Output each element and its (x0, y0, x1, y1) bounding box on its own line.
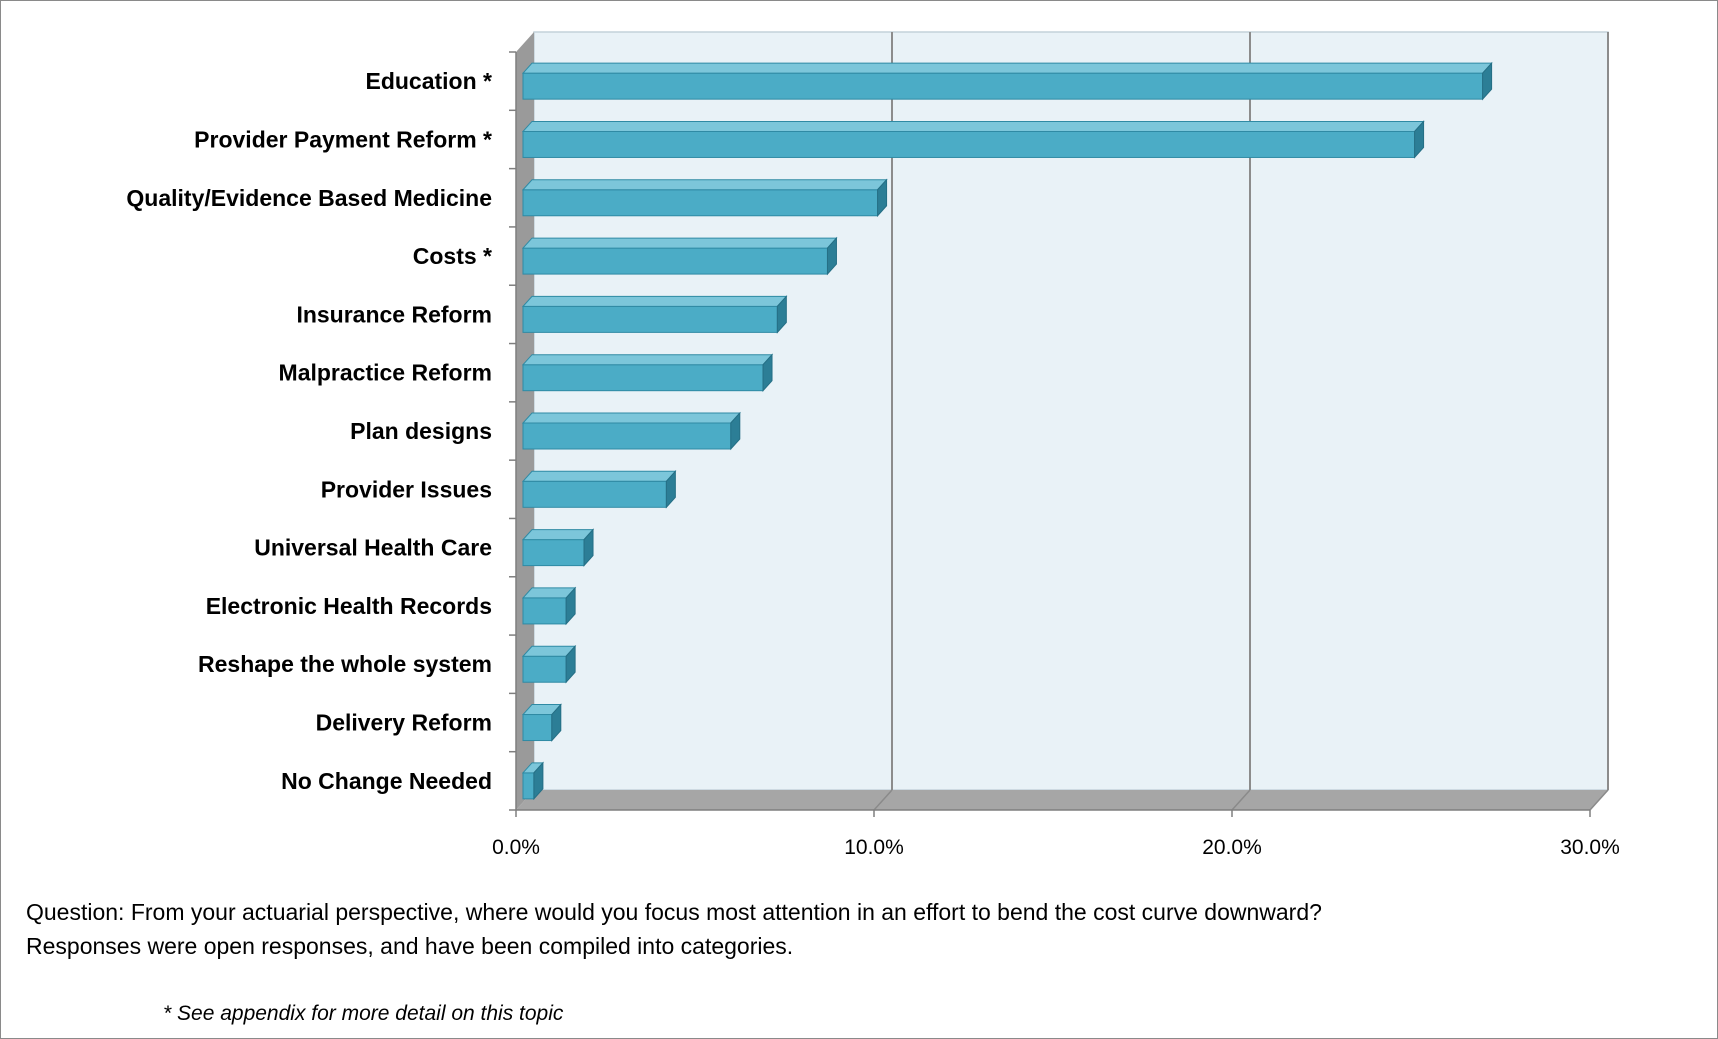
back-wall (533, 31, 1609, 791)
bar (521, 703, 562, 742)
x-tick-labels: 0.0% 10.0% 20.0% 30.0% (492, 836, 1620, 859)
bar (521, 411, 741, 451)
category-label: Insurance Reform (296, 301, 492, 327)
bar-front (522, 247, 828, 275)
bar-front (522, 714, 553, 742)
category-label: Malpractice Reform (279, 360, 492, 386)
category-label: No Change Needed (281, 768, 492, 794)
bar-side (730, 411, 741, 451)
bar-side (762, 353, 773, 392)
category-label: Universal Health Care (254, 535, 492, 561)
bar (521, 528, 595, 567)
floor (516, 790, 1608, 810)
category-label: Education * (365, 68, 492, 94)
bar (521, 61, 1493, 101)
bar-top (521, 412, 741, 424)
x-tick-label: 30.0% (1560, 836, 1620, 859)
bar-side (665, 470, 676, 509)
category-label: Reshape the whole system (198, 651, 492, 677)
bar-front (522, 305, 778, 333)
bar (521, 295, 788, 334)
bar (521, 644, 577, 684)
bar-front (522, 772, 535, 800)
bar-side (583, 528, 594, 567)
bar-side (826, 236, 837, 276)
bar-front (522, 422, 732, 450)
bar-top (521, 295, 788, 307)
bar-top (521, 120, 1425, 132)
category-label: Costs * (413, 243, 492, 269)
bar-top (521, 179, 888, 191)
gridline-floor (1231, 789, 1251, 811)
bar-front (522, 130, 1416, 158)
bar-side (565, 644, 576, 684)
category-label: Delivery Reform (316, 710, 492, 736)
bar (521, 470, 677, 509)
bar-side (877, 178, 888, 218)
bars (521, 61, 1493, 801)
bar (521, 236, 838, 276)
bar-top (521, 62, 1493, 74)
axes (509, 51, 1591, 817)
question-line-1: Question: From your actuarial perspectiv… (26, 899, 1322, 925)
bar (521, 586, 577, 626)
bar-side (533, 761, 544, 801)
bar (521, 353, 774, 392)
bar (521, 120, 1425, 159)
bar-front (522, 189, 879, 217)
bar (521, 761, 545, 801)
bar-side (1482, 61, 1493, 101)
gridlines (873, 32, 1609, 811)
bar-side (551, 703, 562, 742)
category-label: Quality/Evidence Based Medicine (126, 185, 492, 211)
gridline-floor (1589, 789, 1609, 811)
bar-side (565, 586, 576, 626)
category-label: Electronic Health Records (206, 593, 492, 619)
bar-front (522, 364, 764, 392)
category-label: Provider Issues (321, 476, 492, 502)
bar-front (522, 655, 567, 683)
footnote: * See appendix for more detail on this t… (163, 1002, 564, 1025)
bar-top (521, 354, 774, 366)
bar-front (522, 480, 667, 508)
bar-front (522, 72, 1484, 100)
question-caption: Question: From your actuarial perspectiv… (26, 895, 1686, 963)
category-label: Plan designs (350, 418, 492, 444)
bar-top (521, 470, 677, 482)
category-labels: Education * Provider Payment Reform * Qual… (126, 68, 492, 794)
x-tick-label: 0.0% (492, 836, 540, 859)
chart-walls (516, 31, 1609, 810)
bar-front (522, 539, 585, 567)
bar-side (776, 295, 787, 334)
question-line-2: Responses were open responses, and have … (26, 933, 794, 959)
bar (521, 178, 888, 218)
bar-side (1414, 120, 1425, 159)
gridline-floor (873, 789, 893, 811)
bar-top (521, 237, 838, 249)
bar-top (521, 529, 595, 541)
bar-front (522, 597, 567, 625)
category-label: Provider Payment Reform * (194, 126, 492, 152)
x-tick-label: 20.0% (1202, 836, 1262, 859)
x-tick-label: 10.0% (844, 836, 904, 859)
